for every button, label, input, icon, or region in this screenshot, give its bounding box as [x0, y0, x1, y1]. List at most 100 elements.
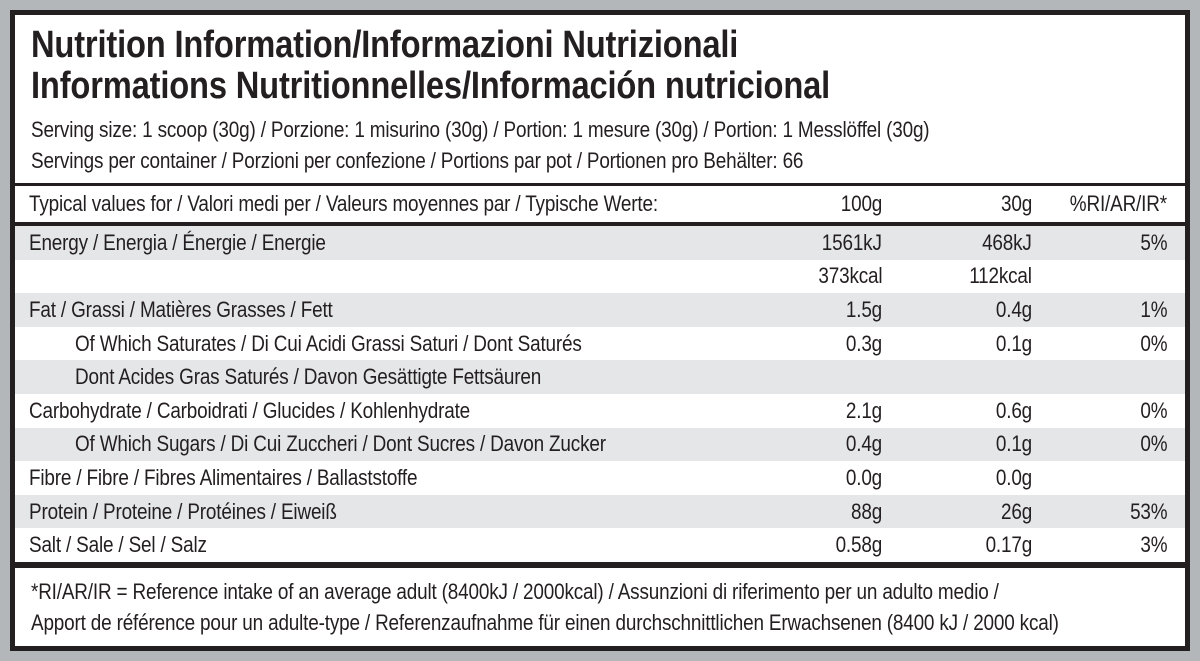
row-label-text: Dont Acides Gras Saturés / Davon Gesätti… — [75, 364, 542, 390]
row-value-100g-text: 0.4g — [845, 431, 882, 457]
divider-above-header — [15, 183, 1185, 186]
row-value-ri-text: 53% — [1129, 498, 1168, 524]
row-value-ri-text: 5% — [1139, 229, 1167, 255]
footnote-line-2: Apport de référence pour un adulte-type … — [31, 607, 1169, 638]
row-label: Fat / Grassi / Matières Grasses / Fett — [29, 297, 792, 323]
serving-info: Serving size: 1 scoop (30g) / Porzione: … — [15, 109, 1185, 183]
serving-size-text: Serving size: 1 scoop (30g) / Porzione: … — [31, 117, 930, 142]
row-label-text: Energy / Energia / Énergie / Energie — [29, 229, 326, 255]
row-value-ri: 0% — [1032, 331, 1167, 357]
row-label: Salt / Sale / Sel / Salz — [29, 532, 792, 558]
row-value-100g: 88g — [792, 499, 882, 525]
row-value-ri: 0% — [1032, 431, 1167, 457]
footnote-text-2: Apport de référence pour un adulte-type … — [31, 609, 1059, 635]
row-value-ri-text: 0% — [1139, 330, 1167, 356]
row-value-30g: 0.1g — [882, 331, 1032, 357]
row-value-ri — [1032, 364, 1167, 390]
row-value-ri-text: 0% — [1139, 397, 1167, 423]
row-label-text: Of Which Saturates / Di Cui Acidi Grassi… — [75, 330, 582, 356]
row-value-100g: 1.5g — [792, 297, 882, 323]
row-value-30g — [882, 364, 1032, 390]
row-label-text: Of Which Sugars / Di Cui Zuccheri / Dont… — [75, 431, 606, 457]
row-value-30g-text: 468kJ — [982, 229, 1032, 255]
row-value-100g: 0.4g — [792, 431, 882, 457]
row-value-100g-text: 2.1g — [845, 397, 882, 423]
divider-below-header — [15, 222, 1185, 226]
header-col-30g: 30g — [882, 191, 1032, 217]
row-value-100g: 0.0g — [792, 465, 882, 491]
row-value-30g-text: 26g — [1000, 498, 1032, 524]
row-label-text: Protein / Proteine / Protéines / Eiweiß — [29, 498, 337, 524]
table-row-energy-kj: Energy / Energia / Énergie / Energie 156… — [15, 226, 1185, 260]
row-value-100g: 1561kJ — [792, 230, 882, 256]
row-value-ri: 3% — [1032, 532, 1167, 558]
table-row-saturates-cont: Dont Acides Gras Saturés / Davon Gesätti… — [15, 360, 1185, 394]
row-value-ri: 53% — [1032, 498, 1168, 525]
footnote-line-1: *RI/AR/IR = Reference intake of an avera… — [31, 576, 1169, 607]
row-label-text: Salt / Sale / Sel / Salz — [29, 532, 207, 558]
row-value-ri-text: 3% — [1139, 532, 1167, 558]
row-label: Fibre / Fibre / Fibres Alimentaires / Ba… — [29, 465, 792, 491]
row-label: Of Which Saturates / Di Cui Acidi Grassi… — [29, 331, 792, 357]
header-col-30g-text: 30g — [1000, 191, 1032, 216]
row-value-100g-text: 1.5g — [845, 296, 882, 322]
row-value-30g-text: 0.6g — [995, 397, 1032, 423]
nutrition-label-panel: Nutrition Information/Informazioni Nutri… — [10, 10, 1190, 651]
row-value-30g-text: 0.17g — [985, 532, 1033, 558]
reference-intake-footnote: *RI/AR/IR = Reference intake of an avera… — [15, 568, 1185, 638]
row-value-100g: 2.1g — [792, 398, 882, 424]
row-value-100g: 0.3g — [792, 331, 882, 357]
header-col-100g-text: 100g — [840, 191, 883, 216]
row-value-30g: 0.0g — [882, 465, 1032, 491]
footnote-text-1: *RI/AR/IR = Reference intake of an avera… — [31, 578, 999, 604]
servings-per-container-line: Servings per container / Porzioni per co… — [31, 145, 1169, 176]
row-value-100g-text: 0.3g — [845, 330, 882, 356]
row-value-100g: 0.58g — [792, 532, 883, 558]
row-value-ri — [1032, 263, 1167, 289]
row-label: Carbohydrate / Carboidrati / Glucides / … — [29, 398, 792, 424]
row-label: Protein / Proteine / Protéines / Eiweiß — [29, 499, 792, 525]
row-value-30g: 26g — [882, 499, 1032, 525]
row-value-30g: 0.6g — [882, 398, 1032, 424]
row-label-text: Fibre / Fibre / Fibres Alimentaires / Ba… — [29, 464, 418, 490]
serving-size-line: Serving size: 1 scoop (30g) / Porzione: … — [31, 114, 1169, 145]
row-value-30g-text: 0.0g — [995, 464, 1032, 490]
row-value-100g-text: 0.58g — [835, 532, 883, 558]
row-value-30g: 112kcal — [882, 263, 1032, 289]
row-value-ri: 0% — [1032, 398, 1167, 424]
table-row-fat: Fat / Grassi / Matières Grasses / Fett 1… — [15, 293, 1185, 327]
title-text-2: Informations Nutritionnelles/Información… — [31, 65, 831, 107]
row-value-100g-text: 373kcal — [817, 263, 882, 289]
row-value-100g — [792, 364, 882, 390]
row-value-ri — [1032, 465, 1167, 491]
servings-per-container-text: Servings per container / Porzioni per co… — [31, 148, 804, 173]
row-value-100g: 373kcal — [792, 263, 882, 289]
row-value-30g: 468kJ — [882, 230, 1032, 256]
table-row-protein: Protein / Proteine / Protéines / Eiweiß … — [15, 494, 1185, 529]
header-col-ri-text: %RI/AR/IR* — [1069, 191, 1167, 216]
label-title: Nutrition Information/Informazioni Nutri… — [15, 15, 1185, 109]
row-value-30g: 0.1g — [882, 431, 1032, 457]
row-label-text: Fat / Grassi / Matières Grasses / Fett — [29, 296, 333, 322]
row-value-ri-text: 0% — [1139, 431, 1167, 457]
table-header-row: Typical values for / Valori medi per / V… — [15, 186, 1185, 222]
title-text-1: Nutrition Information/Informazioni Nutri… — [31, 24, 739, 66]
row-value-100g-text: 0.0g — [845, 464, 882, 490]
row-value-ri-text: 1% — [1139, 296, 1167, 322]
row-value-100g-text: 1561kJ — [822, 229, 882, 255]
row-label — [29, 263, 792, 289]
divider-above-footnote — [15, 561, 1185, 568]
table-row-carbohydrate: Carbohydrate / Carboidrati / Glucides / … — [15, 394, 1185, 428]
header-col-100g: 100g — [792, 191, 883, 217]
header-col-ri: %RI/AR/IR* — [1032, 191, 1167, 217]
row-value-30g: 0.4g — [882, 297, 1032, 323]
table-row-salt: Salt / Sale / Sel / Salz 0.58g 0.17g 3% — [15, 528, 1185, 562]
row-label: Dont Acides Gras Saturés / Davon Gesätti… — [29, 364, 792, 390]
row-value-30g-text: 0.1g — [995, 330, 1032, 356]
row-label: Energy / Energia / Énergie / Energie — [29, 230, 792, 256]
row-value-30g: 0.17g — [882, 532, 1033, 558]
header-label-text: Typical values for / Valori medi per / V… — [29, 191, 658, 216]
row-value-ri: 1% — [1032, 297, 1167, 323]
header-label-cell: Typical values for / Valori medi per / V… — [29, 191, 792, 217]
row-value-30g-text: 0.1g — [995, 431, 1032, 457]
